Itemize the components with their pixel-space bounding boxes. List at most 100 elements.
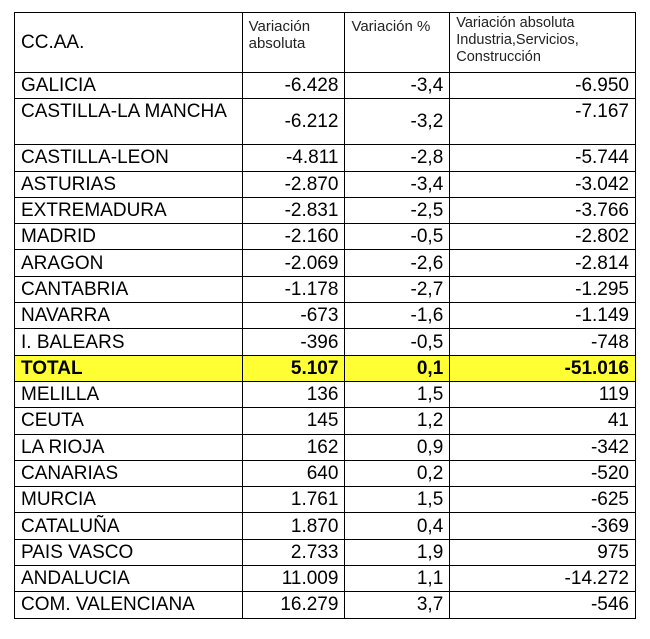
sector-variation-cell: -5.744 (449, 144, 636, 172)
absolute-variation-cell: 145 (241, 407, 346, 435)
absolute-variation-cell: 640 (241, 459, 346, 488)
table-row: COM. VALENCIANA 16.279 3,7 -546 (14, 591, 636, 619)
table-row: PAIS VASCO 2.733 1,9 975 (14, 538, 636, 567)
absolute-variation-cell: -2.831 (241, 196, 346, 225)
absolute-variation-cell: 162 (241, 433, 346, 461)
percent-variation-cell: 1,5 (344, 380, 451, 409)
table-row: ARAGON -2.069 -2,6 -2.814 (14, 249, 636, 277)
percent-variation-cell: -2,8 (344, 144, 451, 172)
region-cell: NAVARRA (14, 302, 243, 330)
absolute-variation-cell: -396 (241, 328, 346, 356)
sector-variation-cell: -1.295 (449, 275, 636, 304)
percent-variation-cell: 0,2 (344, 459, 451, 488)
table-header: CC.AA. Variación absoluta Variación % Va… (14, 12, 636, 73)
absolute-variation-cell: -6.212 (241, 98, 346, 146)
table-row: CASTILLA-LA MANCHA -6.212 -3,2 -7.167 (14, 98, 636, 146)
sector-variation-cell: -625 (449, 486, 636, 514)
table-row: ASTURIAS -2.870 -3,4 -3.042 (14, 170, 636, 198)
sector-variation-cell: -2.814 (449, 249, 636, 277)
sector-variation-cell: -51.016 (449, 354, 636, 382)
sector-variation-cell: 975 (449, 538, 636, 567)
table-row: MURCIA 1.761 1,5 -625 (14, 486, 636, 514)
sector-variation-cell: -14.272 (449, 565, 636, 593)
table-row: GALICIA -6.428 -3,4 -6.950 (14, 71, 636, 100)
absolute-variation-cell: 5.107 (241, 354, 346, 382)
header-percent-variation: Variación % (344, 12, 451, 73)
percent-variation-cell: 0,1 (344, 354, 451, 382)
absolute-variation-cell: -2.069 (241, 249, 346, 277)
percent-variation-cell: 0,9 (344, 433, 451, 461)
percent-variation-cell: -3,4 (344, 71, 451, 100)
absolute-variation-cell: 1.870 (241, 512, 346, 540)
table-row: LA RIOJA 162 0,9 -342 (14, 433, 636, 461)
sector-variation-cell: 41 (449, 407, 636, 435)
sector-variation-cell: -520 (449, 459, 636, 488)
header-sector-line-2: Industria,Servicios, (456, 32, 579, 48)
sector-variation-cell: 119 (449, 380, 636, 409)
sector-variation-cell: -748 (449, 328, 636, 356)
header-region: CC.AA. (14, 12, 243, 73)
header-sector-line-1: Variación absoluta (456, 15, 575, 31)
employment-variation-table: CC.AA. Variación absoluta Variación % Va… (14, 12, 636, 619)
absolute-variation-cell: -2.160 (241, 223, 346, 251)
sector-variation-cell: -3.766 (449, 196, 636, 225)
absolute-variation-cell: 11.009 (241, 565, 346, 593)
region-cell: ANDALUCIA (14, 565, 243, 593)
absolute-variation-cell: -2.870 (241, 170, 346, 198)
region-cell: CANTABRIA (14, 275, 243, 304)
table-row: CATALUÑA 1.870 0,4 -369 (14, 512, 636, 540)
percent-variation-cell: -2,6 (344, 249, 451, 277)
table-body: GALICIA -6.428 -3,4 -6.950 CASTILLA-LA MANCH… (14, 71, 636, 619)
sector-variation-cell: -369 (449, 512, 636, 540)
region-cell: CEUTA (14, 407, 243, 435)
header-sector-line-3: Construcción (456, 49, 541, 65)
percent-variation-cell: 1,5 (344, 486, 451, 514)
percent-variation-cell: -0,5 (344, 223, 451, 251)
percent-variation-cell: -2,7 (344, 275, 451, 304)
table-row: I. BALEARS -396 -0,5 -748 (14, 328, 636, 356)
absolute-variation-cell: 1.761 (241, 486, 346, 514)
header-absolute-variation: Variación absoluta (241, 12, 346, 73)
percent-variation-cell: -3,2 (344, 98, 451, 146)
sector-variation-cell: -6.950 (449, 71, 636, 100)
region-cell: ARAGON (14, 249, 243, 277)
percent-variation-cell: 1,1 (344, 565, 451, 593)
absolute-variation-cell: -6.428 (241, 71, 346, 100)
region-cell: I. BALEARS (14, 328, 243, 356)
region-cell: LA RIOJA (14, 433, 243, 461)
header-row: CC.AA. Variación absoluta Variación % Va… (14, 12, 636, 73)
table-row: CANTABRIA -1.178 -2,7 -1.295 (14, 275, 636, 304)
percent-variation-cell: -2,5 (344, 196, 451, 225)
percent-variation-cell: 0,4 (344, 512, 451, 540)
table-row: MELILLA 136 1,5 119 (14, 380, 636, 409)
region-cell: GALICIA (14, 71, 243, 100)
total-row: TOTAL 5.107 0,1 -51.016 (14, 354, 636, 382)
region-cell: TOTAL (14, 354, 243, 382)
region-cell: CASTILLA-LEON (14, 144, 243, 172)
region-cell: CASTILLA-LA MANCHA (14, 98, 243, 146)
region-cell: ASTURIAS (14, 170, 243, 198)
percent-variation-cell: -3,4 (344, 170, 451, 198)
sector-variation-cell: -7.167 (449, 98, 636, 146)
percent-variation-cell: 3,7 (344, 591, 451, 619)
table-row: ANDALUCIA 11.009 1,1 -14.272 (14, 565, 636, 593)
region-cell: CANARIAS (14, 459, 243, 488)
sector-variation-cell: -2.802 (449, 223, 636, 251)
table-row: EXTREMADURA -2.831 -2,5 -3.766 (14, 196, 636, 225)
region-cell: MELILLA (14, 380, 243, 409)
region-cell: EXTREMADURA (14, 196, 243, 225)
percent-variation-cell: -1,6 (344, 302, 451, 330)
region-cell: MADRID (14, 223, 243, 251)
table-row: MADRID -2.160 -0,5 -2.802 (14, 223, 636, 251)
percent-variation-cell: 1,2 (344, 407, 451, 435)
region-cell: COM. VALENCIANA (14, 591, 243, 619)
sector-variation-cell: -1.149 (449, 302, 636, 330)
region-cell: CATALUÑA (14, 512, 243, 540)
absolute-variation-cell: 16.279 (241, 591, 346, 619)
table-row: CASTILLA-LEON -4.811 -2,8 -5.744 (14, 144, 636, 172)
absolute-variation-cell: -673 (241, 302, 346, 330)
sector-variation-cell: -342 (449, 433, 636, 461)
header-sector-variation: Variación absoluta Industria,Servicios, … (449, 12, 636, 73)
sector-variation-cell: -546 (449, 591, 636, 619)
percent-variation-cell: -0,5 (344, 328, 451, 356)
